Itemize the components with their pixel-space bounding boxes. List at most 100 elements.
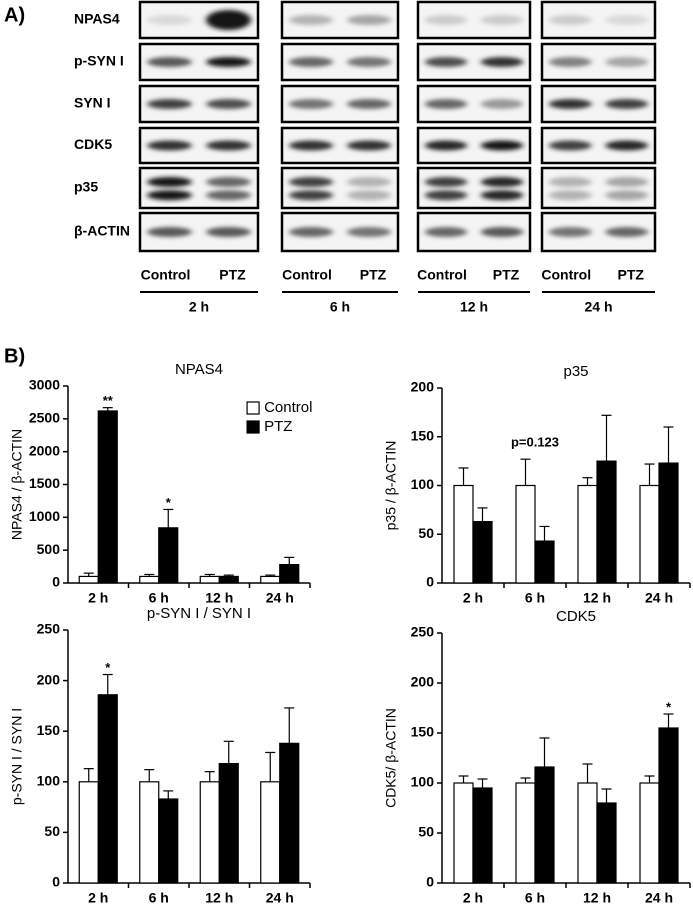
y-tick-label: 0 xyxy=(52,574,60,590)
row-label: β-ACTIN xyxy=(74,223,130,239)
y-tick-label: 3000 xyxy=(29,377,60,393)
blot-band xyxy=(206,177,251,187)
blot-band xyxy=(206,140,251,151)
bar xyxy=(596,460,617,584)
blot-band xyxy=(480,140,524,151)
blot-band xyxy=(605,227,649,237)
blot-band xyxy=(206,57,251,67)
bar xyxy=(199,575,220,584)
blot-band xyxy=(424,57,468,67)
blot-box xyxy=(280,166,400,210)
bar xyxy=(472,520,493,584)
blot-band xyxy=(346,190,392,201)
y-tick-label: 50 xyxy=(418,824,434,840)
bar xyxy=(534,540,555,584)
legend-swatch xyxy=(246,401,260,415)
x-tick-label: 2 h xyxy=(463,890,483,906)
bar xyxy=(139,781,160,884)
blot-band xyxy=(548,15,592,25)
y-tick-label: 0 xyxy=(426,874,434,890)
bar xyxy=(279,564,300,584)
bar xyxy=(199,781,220,884)
bar xyxy=(639,782,660,884)
blot-band xyxy=(480,227,524,237)
row-label: SYN I xyxy=(74,95,111,111)
blot-band xyxy=(206,227,251,237)
bar xyxy=(515,782,536,884)
blot-band xyxy=(147,227,192,237)
blot-band xyxy=(548,177,592,187)
chart-title: NPAS4 xyxy=(175,361,223,378)
y-tick-label: 100 xyxy=(411,476,435,492)
x-tick-label: 12 h xyxy=(205,590,233,606)
blot-band xyxy=(480,57,524,67)
x-tick-label: 2 h xyxy=(463,590,483,606)
bar xyxy=(577,484,598,584)
blot-band xyxy=(147,57,192,67)
bar xyxy=(78,781,99,884)
blot-band xyxy=(480,99,524,109)
lane-label: Control xyxy=(282,267,332,283)
lane-label: PTZ xyxy=(219,267,246,283)
bar xyxy=(515,484,536,584)
blot-band xyxy=(288,140,334,151)
annotation: ** xyxy=(103,393,114,408)
x-tick-label: 2 h xyxy=(88,890,108,906)
y-tick-label: 1000 xyxy=(29,508,60,524)
y-tick-label: 250 xyxy=(37,621,61,637)
blot-band xyxy=(548,57,592,67)
blot-band xyxy=(147,177,192,187)
blot-band xyxy=(346,177,392,187)
bar xyxy=(279,742,300,884)
x-tick-label: 24 h xyxy=(645,890,673,906)
blot-band xyxy=(346,227,392,237)
blot-band xyxy=(147,190,192,201)
bar xyxy=(639,484,660,584)
blot-band xyxy=(147,15,192,25)
time-label: 24 h xyxy=(584,299,612,315)
blot-band xyxy=(346,57,392,67)
blot-band xyxy=(480,190,524,201)
bar xyxy=(596,802,617,884)
bar xyxy=(658,462,679,584)
y-tick-label: 100 xyxy=(37,773,61,789)
lane-label: Control xyxy=(417,267,467,283)
blot-band xyxy=(206,99,251,109)
bar xyxy=(534,766,555,884)
bar xyxy=(453,782,474,884)
y-tick-label: 50 xyxy=(418,525,434,541)
y-tick-label: 2500 xyxy=(29,410,60,426)
y-tick-label: 500 xyxy=(37,541,61,557)
annotation: * xyxy=(166,495,172,510)
x-tick-label: 24 h xyxy=(645,590,673,606)
y-tick-label: 150 xyxy=(37,722,61,738)
blot-band xyxy=(480,177,524,187)
blot-band xyxy=(288,227,334,237)
blot-band xyxy=(288,190,334,201)
y-tick-label: 1500 xyxy=(29,475,60,491)
lane-label: PTZ xyxy=(618,267,645,283)
blot-band xyxy=(147,140,192,151)
time-label: 6 h xyxy=(330,299,350,315)
y-tick-label: 150 xyxy=(411,724,435,740)
x-tick-label: 6 h xyxy=(525,590,545,606)
blot-band xyxy=(206,190,251,201)
x-tick-label: 12 h xyxy=(583,890,611,906)
blot-band xyxy=(605,15,649,25)
bar xyxy=(577,782,598,884)
bar xyxy=(158,798,179,884)
blot-band xyxy=(605,177,649,187)
blot-band xyxy=(206,10,251,30)
x-tick-label: 6 h xyxy=(149,890,169,906)
blot-band xyxy=(548,190,592,201)
blot-band xyxy=(147,99,192,109)
chart-title: p-SYN I / SYN I xyxy=(147,605,251,622)
y-axis-label: p35 / β-ACTIN xyxy=(383,441,399,531)
y-tick-label: 150 xyxy=(411,427,435,443)
panel-label: B) xyxy=(4,345,25,367)
x-tick-label: 24 h xyxy=(266,590,294,606)
bar xyxy=(260,781,281,884)
x-tick-label: 6 h xyxy=(525,890,545,906)
y-tick-label: 250 xyxy=(411,624,435,640)
